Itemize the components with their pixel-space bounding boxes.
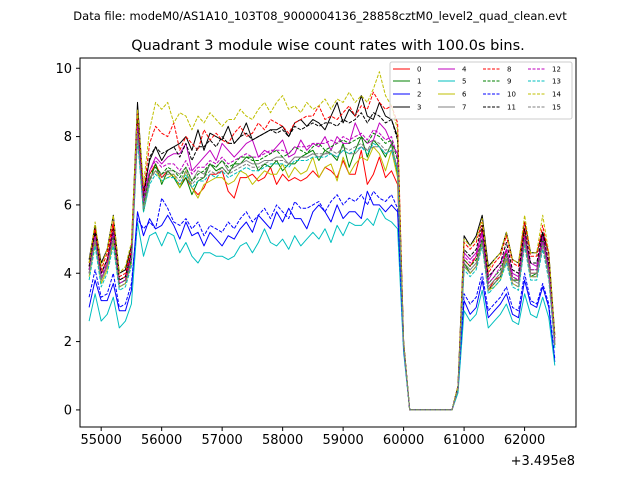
legend-label-13: 13 — [552, 78, 561, 86]
series-line-9 — [88, 129, 556, 411]
series-line-12 — [88, 125, 556, 411]
legend-label-7: 7 — [462, 104, 466, 112]
series-line-4 — [88, 115, 556, 411]
series-line-15 — [88, 132, 556, 411]
series-layer — [88, 71, 556, 411]
suptitle: Data file: modeM0/AS1A10_103T08_90000041… — [73, 9, 567, 23]
chart-title: Quadrant 3 module wise count rates with … — [131, 38, 525, 54]
x-tick-label-7: 62000 — [504, 433, 545, 448]
x-tick-label-6: 61000 — [443, 433, 484, 448]
legend-label-5: 5 — [462, 78, 466, 86]
y-tick-label-0: 0 — [64, 403, 72, 418]
x-tick-label-4: 59000 — [322, 433, 363, 448]
y-tick-label-3: 6 — [64, 198, 72, 213]
legend-label-3: 3 — [417, 104, 421, 112]
x-tick-label-0: 55000 — [80, 433, 121, 448]
legend-label-0: 0 — [417, 66, 421, 74]
series-line-11 — [88, 112, 556, 411]
x-axis: 55000 56000 57000 58000 59000 60000 61000 62000 — [80, 427, 545, 448]
series-line-7 — [88, 129, 556, 411]
y-tick-label-2: 4 — [64, 267, 72, 282]
legend-label-6: 6 — [462, 91, 467, 99]
y-tick-label-5: 10 — [55, 62, 72, 77]
axes-frame — [79, 57, 577, 428]
series-line-13 — [88, 139, 556, 411]
legend-label-12: 12 — [552, 66, 561, 74]
x-tick-label-3: 58000 — [262, 433, 303, 448]
legend-label-10: 10 — [507, 91, 516, 99]
series-line-8 — [88, 91, 556, 411]
legend-label-4: 4 — [462, 66, 467, 74]
legend-label-8: 8 — [507, 66, 511, 74]
y-axis: 0 2 4 6 8 10 — [55, 62, 80, 418]
series-line-14 — [88, 71, 556, 411]
series-line-10 — [88, 190, 556, 411]
legend-frame — [389, 61, 573, 120]
x-tick-label-2: 57000 — [201, 433, 242, 448]
x-tick-label-1: 56000 — [141, 433, 182, 448]
legend-label-1: 1 — [417, 78, 421, 86]
legend-label-11: 11 — [507, 104, 516, 112]
series-line-3 — [88, 95, 556, 411]
y-tick-label-1: 2 — [64, 335, 72, 350]
series-line-2 — [88, 190, 556, 411]
y-tick-label-4: 8 — [64, 130, 72, 145]
legend-label-9: 9 — [507, 78, 511, 86]
x-tick-label-5: 60000 — [383, 433, 424, 448]
x-offset-label: +3.495e8 — [511, 454, 575, 469]
series-line-5 — [88, 207, 556, 411]
legend-label-2: 2 — [417, 91, 421, 99]
legend-label-15: 15 — [552, 104, 561, 112]
legend-label-14: 14 — [552, 91, 561, 99]
